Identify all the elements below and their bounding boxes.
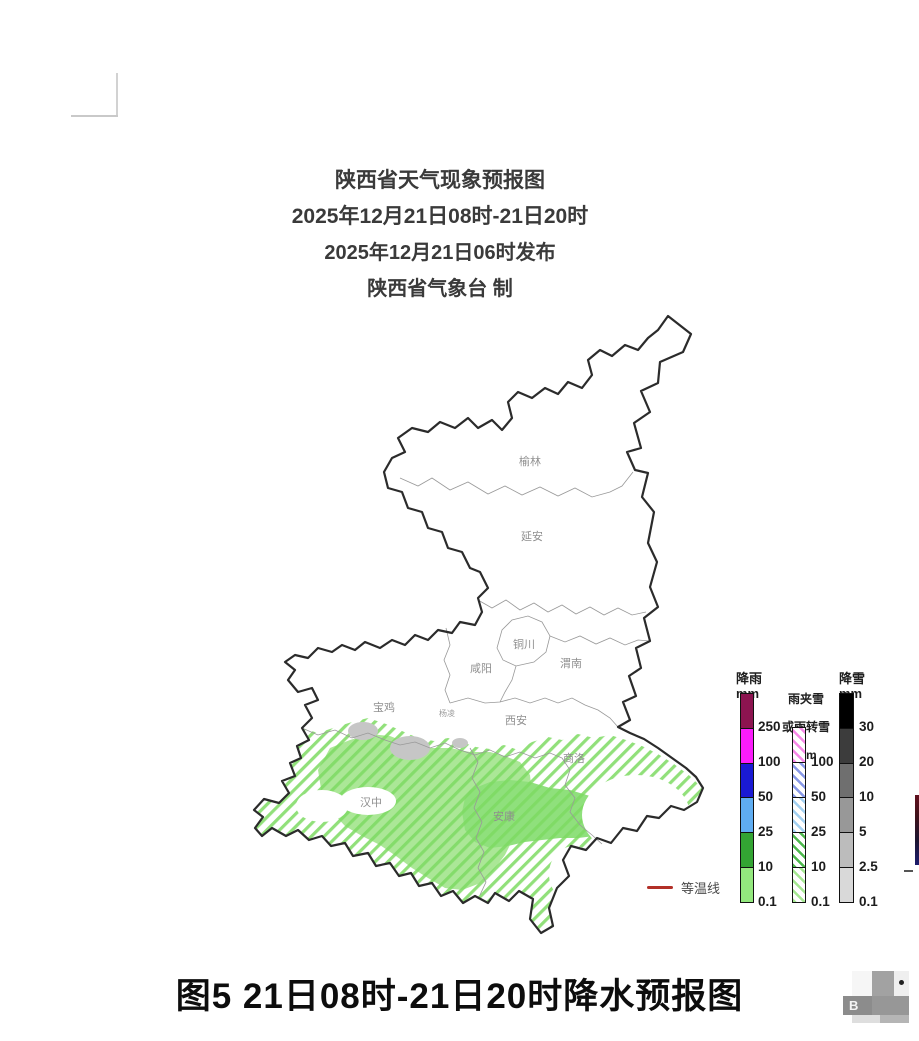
snow-scale-segment <box>840 762 853 798</box>
figure-header: 陕西省天气现象预报图 2025年12月21日08时-21日20时 2025年12… <box>0 163 880 307</box>
rain-scale-segment <box>741 694 753 728</box>
rain-scale-segment <box>741 832 753 868</box>
map-label-baoji: 宝鸡 <box>373 700 395 714</box>
clipped-legend-mark <box>904 870 913 872</box>
mosaic-block <box>880 1015 909 1023</box>
snow-tick: 10 <box>859 789 875 804</box>
snow-tick: 30 <box>859 719 875 734</box>
issue-time: 2025年12月21日06时发布 <box>324 242 556 264</box>
snow-scale-segment <box>840 797 853 833</box>
issuing-agency: 陕西省气象台 制 <box>367 278 513 300</box>
sleet-hatch-area <box>254 718 702 933</box>
figure-title: 陕西省天气现象预报图 <box>335 169 545 192</box>
mosaic-dot <box>899 980 904 985</box>
mosaic-block <box>872 996 909 1015</box>
isotherm-label: 等温线 <box>681 881 721 896</box>
forecast-period: 2025年12月21日08时-21日20时 <box>291 205 589 228</box>
rain-scale-segment <box>741 727 753 763</box>
map-label-ankang: 安康 <box>493 809 515 823</box>
clipped-temperature-bar <box>915 795 919 865</box>
sleet-scale-segment <box>793 728 805 762</box>
watermark-mosaic: B <box>843 971 909 1023</box>
snow-scale-bar <box>839 693 854 903</box>
sleet-legend-title: 雨夹雪 或雨转雪 mm <box>782 692 830 762</box>
snow-area-gray <box>452 738 468 748</box>
rain-scale-segment <box>741 797 753 833</box>
mosaic-block <box>872 971 894 996</box>
district-borders <box>301 471 651 896</box>
mosaic-block <box>852 1015 880 1023</box>
rain-scale-segment <box>741 762 753 798</box>
page-corner-mark <box>71 115 118 117</box>
no-precip-hole <box>340 787 396 815</box>
sleet-scale-segment <box>793 832 805 867</box>
map-label-yangling: 杨凌 <box>439 708 455 718</box>
sleet-tick: 100 <box>811 754 834 769</box>
map-label-weinan: 渭南 <box>560 657 582 670</box>
map-label-xianyang: 咸阳 <box>470 662 492 675</box>
sleet-tick: 25 <box>811 824 827 839</box>
no-precip-hole <box>296 790 348 822</box>
snow-tick: 0.1 <box>859 894 878 909</box>
no-precip-hole <box>549 846 599 902</box>
rain-tick: 0.1 <box>758 894 777 909</box>
rain-tick: 50 <box>758 789 774 804</box>
snow-tick: 2.5 <box>859 859 878 874</box>
rain-scale-bar <box>740 693 754 903</box>
rain-tick: 250 <box>758 719 781 734</box>
sleet-tick: 0.1 <box>811 894 830 909</box>
snow-tick: 20 <box>859 754 875 769</box>
sleet-tick: 50 <box>811 789 827 804</box>
mosaic-block <box>852 971 872 996</box>
sleet-scale-segment <box>793 797 805 832</box>
rain-tick: 100 <box>758 754 781 769</box>
sleet-tick: 10 <box>811 859 827 874</box>
snow-tick: 5 <box>859 824 867 839</box>
snow-area-gray <box>348 722 378 740</box>
sleet-scale-segment <box>793 762 805 797</box>
province-outline <box>252 314 705 935</box>
map-label-yanan: 延安 <box>521 529 543 543</box>
map-label-tongchuan: 铜川 <box>513 637 535 651</box>
snow-scale-segment <box>840 694 853 728</box>
mosaic-block <box>843 996 872 1015</box>
map-label-xian: 西安 <box>505 713 527 727</box>
figure-caption: 图5 21日08时-21日20时降水预报图 <box>175 977 744 1016</box>
isotherm-line-sample <box>647 886 673 889</box>
mosaic-letter: B <box>849 998 859 1013</box>
rain-tick: 10 <box>758 859 774 874</box>
map-label-yulin: 榆林 <box>519 454 541 468</box>
rain-tick: 25 <box>758 824 774 839</box>
sleet-scale-bar <box>792 727 806 903</box>
no-precip-hole <box>582 775 690 855</box>
snow-area-gray <box>390 736 430 760</box>
snow-scale-segment <box>840 832 853 868</box>
rain-scale-segment <box>741 867 753 902</box>
snow-scale-segment <box>840 727 853 763</box>
map-label-shangluo: 商洛 <box>563 751 585 765</box>
snow-scale-segment <box>840 867 853 902</box>
page-corner-mark <box>116 73 118 117</box>
map-label-hanzhong: 汉中 <box>360 796 382 809</box>
sleet-scale-segment <box>793 867 805 902</box>
